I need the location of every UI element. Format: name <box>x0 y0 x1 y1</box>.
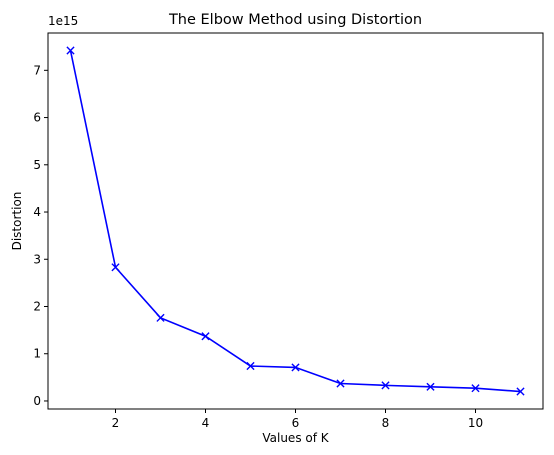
y-tick-label: 7 <box>33 63 41 77</box>
x-tick-label: 4 <box>202 416 210 430</box>
data-point-marker <box>201 332 210 341</box>
data-point-marker <box>246 361 255 371</box>
y-tick-label: 0 <box>33 394 41 408</box>
y-axis-ticks: 0 1 2 3 4 5 6 7 <box>33 63 48 408</box>
y-tick-label: 1 <box>33 347 41 361</box>
data-point-marker <box>426 382 435 391</box>
series-markers <box>66 46 525 396</box>
y-offset-label: 1e15 <box>48 14 78 28</box>
y-tick-label: 3 <box>33 252 41 266</box>
y-tick-label: 5 <box>33 158 41 172</box>
x-tick-label: 2 <box>112 416 120 430</box>
plot-area <box>47 32 544 410</box>
data-point-marker <box>516 387 525 396</box>
x-tick-label: 10 <box>468 416 483 430</box>
y-axis-label: Distortion <box>10 192 24 251</box>
y-tick-label: 2 <box>33 299 41 313</box>
x-tick-label: 6 <box>292 416 300 430</box>
data-point-marker <box>291 363 300 372</box>
x-tick-label: 8 <box>382 416 390 430</box>
data-point-marker <box>111 263 120 272</box>
data-point-marker <box>471 384 480 393</box>
data-point-marker <box>66 46 75 55</box>
x-axis-ticks: 2 4 6 8 10 <box>112 409 483 430</box>
data-point-marker <box>336 379 345 388</box>
chart-title: The Elbow Method using Distortion <box>168 12 422 28</box>
y-tick-label: 6 <box>33 111 41 125</box>
data-point-marker <box>381 381 390 390</box>
data-point-marker <box>156 313 165 322</box>
x-axis-label: Values of K <box>262 431 329 445</box>
y-tick-label: 4 <box>33 205 41 219</box>
